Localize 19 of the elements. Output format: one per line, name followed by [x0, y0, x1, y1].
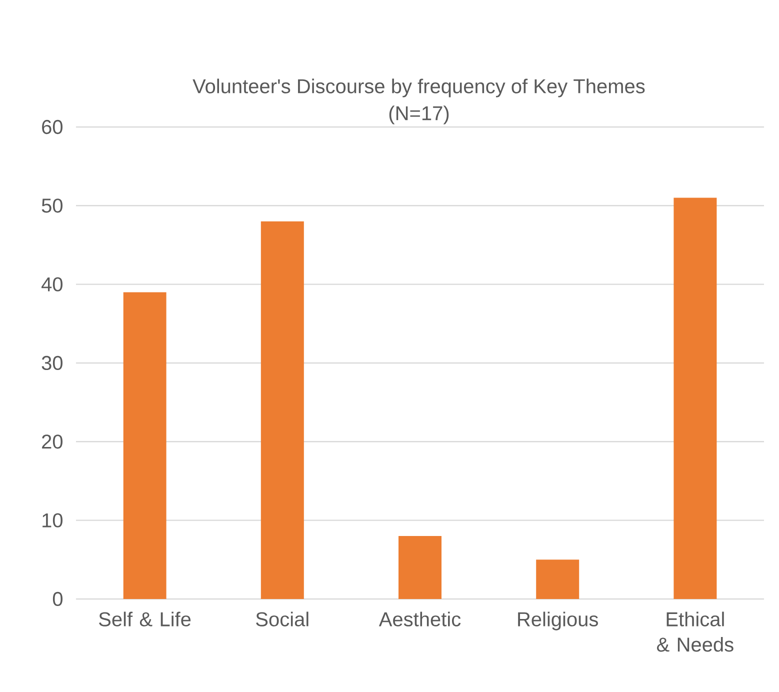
bar: [123, 292, 166, 599]
x-tick-label: Aesthetic: [378, 612, 461, 626]
y-tick-label: 30: [42, 356, 62, 370]
chart-title: Volunteer's Discourse by frequency of Key Themes: [192, 78, 645, 98]
bar: [536, 560, 580, 599]
y-tick-label: 60: [42, 120, 62, 134]
x-tick-label: Self & Life: [99, 612, 191, 626]
bar: [398, 536, 442, 599]
y-tick-label: 10: [42, 513, 62, 528]
x-tick-label: Ethical & Needs: [657, 612, 734, 652]
y-tick-label: 50: [42, 198, 62, 213]
chart-subtitle: (N=17): [389, 106, 449, 124]
bar: [260, 221, 304, 599]
y-tick-label: 20: [42, 434, 62, 449]
y-tick-label: 0: [52, 592, 62, 606]
bar: [674, 198, 717, 599]
y-tick-label: 40: [42, 277, 62, 292]
x-tick-label: Social: [256, 612, 308, 626]
x-tick-label: Religious: [518, 612, 598, 630]
